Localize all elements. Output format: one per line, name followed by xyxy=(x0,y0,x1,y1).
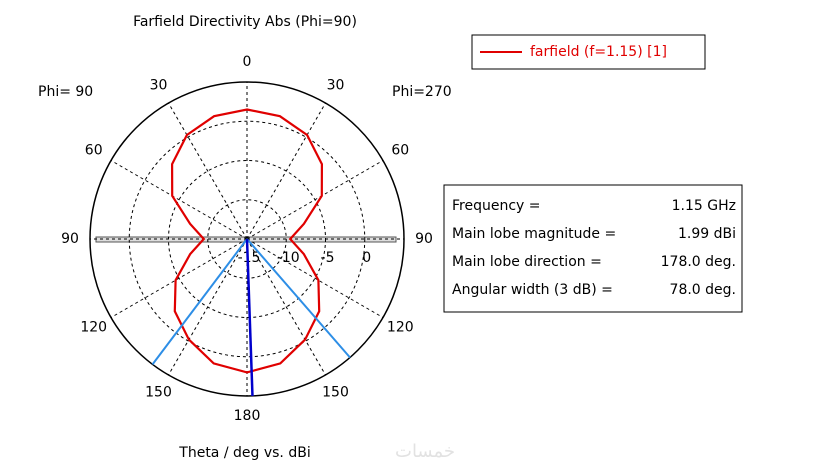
grid-circle xyxy=(128,120,366,358)
info-value: 1.99 dBi xyxy=(678,226,736,242)
angle-label: 30 xyxy=(327,78,345,94)
grid-spoke xyxy=(246,238,384,318)
main-direction-line xyxy=(245,238,254,396)
grid-spoke xyxy=(168,102,248,240)
beam-edge-line xyxy=(246,238,351,359)
angle-label: 90 xyxy=(415,231,433,247)
r-tick-label: -15 xyxy=(238,250,261,266)
angle-label: 60 xyxy=(85,143,103,159)
info-label: Main lobe magnitude = xyxy=(452,226,616,242)
r-tick-label: -5 xyxy=(321,250,335,266)
legend-label: farfield (f=1.15) [1] xyxy=(530,44,667,60)
grid-spoke xyxy=(246,102,326,240)
angle-label: 150 xyxy=(322,384,349,400)
grid-spoke xyxy=(246,160,384,240)
angle-label: 0 xyxy=(243,54,252,70)
angle-label: 120 xyxy=(387,320,414,336)
series-line xyxy=(170,108,324,374)
watermark: خمسات xyxy=(395,441,455,462)
grid-circle xyxy=(207,199,287,279)
info-box xyxy=(443,184,743,313)
info-value: 78.0 deg. xyxy=(670,282,736,298)
angle-label: 150 xyxy=(145,384,172,400)
beam-edge-line xyxy=(151,238,248,365)
angle-label: 90 xyxy=(61,231,79,247)
angle-label: 180 xyxy=(234,408,261,424)
left-label: Phi= 90 xyxy=(38,84,93,100)
info-value: 1.15 GHz xyxy=(672,198,736,214)
grid-spoke xyxy=(110,160,248,240)
chart-title: Farfield Directivity Abs (Phi=90) xyxy=(133,14,357,30)
grid-spoke xyxy=(168,238,248,376)
info-label: Frequency = xyxy=(452,198,541,214)
angle-label: 120 xyxy=(80,320,107,336)
x-axis-label: Theta / deg vs. dBi xyxy=(178,445,310,461)
angle-label: 30 xyxy=(150,78,168,94)
r-tick-label: 0 xyxy=(362,250,371,266)
grid-spoke xyxy=(110,238,248,318)
info-label: Angular width (3 dB) = xyxy=(452,282,613,298)
grid-spoke xyxy=(246,238,326,376)
info-value: 178.0 deg. xyxy=(661,254,736,270)
right-label: Phi=270 xyxy=(392,84,452,100)
r-tick-label: -10 xyxy=(277,250,300,266)
info-label: Main lobe direction = xyxy=(452,254,602,270)
angle-label: 60 xyxy=(391,143,409,159)
